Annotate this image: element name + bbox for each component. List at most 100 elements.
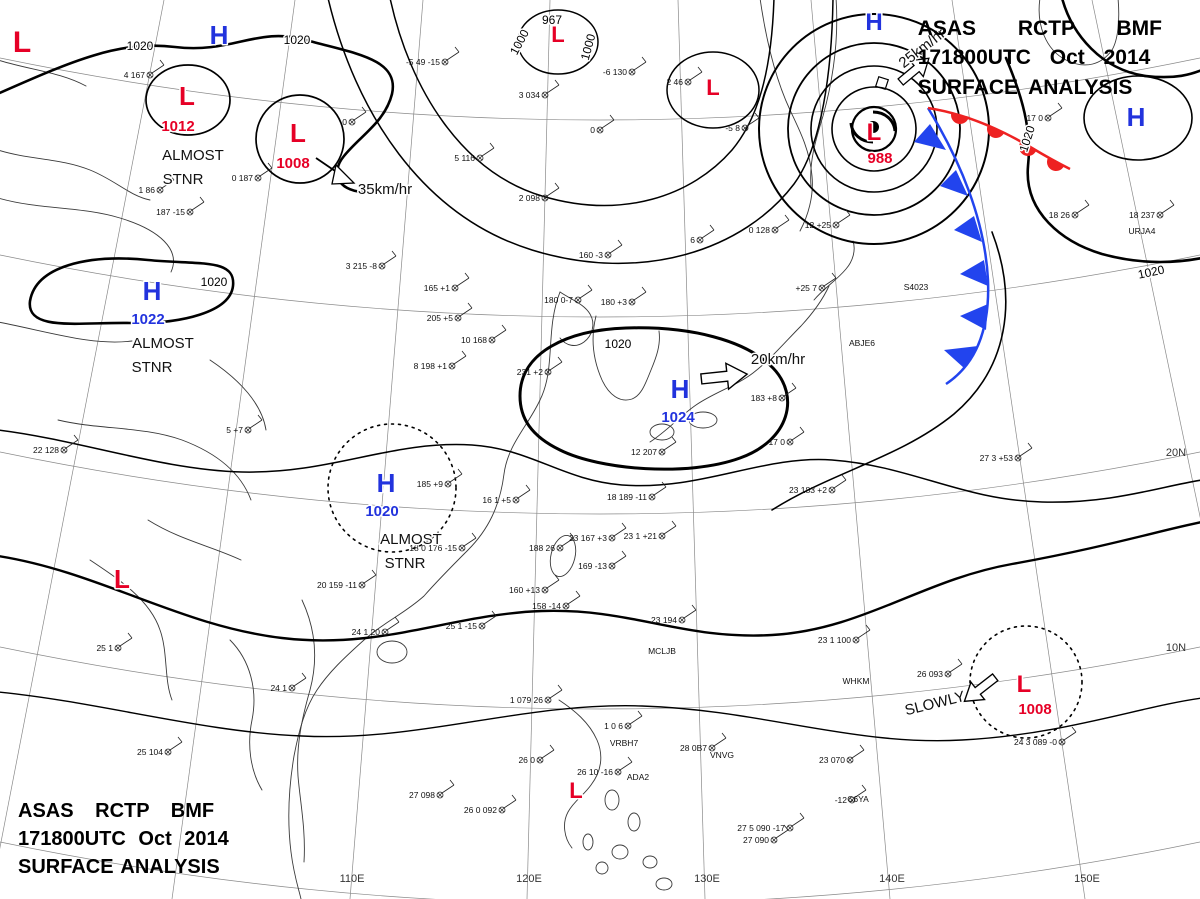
wind-barb-icon bbox=[579, 284, 593, 299]
station-symbol bbox=[658, 448, 666, 456]
pressure-low-symbol: L bbox=[114, 564, 130, 594]
warm-front-semicircle bbox=[951, 113, 969, 124]
station-symbol bbox=[786, 824, 794, 832]
station-weather-icon bbox=[382, 629, 388, 635]
longitude-label: 140E bbox=[879, 873, 905, 885]
wind-barb-icon bbox=[383, 250, 397, 265]
station-symbol bbox=[146, 71, 154, 79]
wind-barb-icon bbox=[1049, 102, 1063, 117]
station-symbol bbox=[458, 544, 466, 552]
wind-barb-icon bbox=[1076, 199, 1090, 214]
station-symbol bbox=[771, 226, 779, 234]
station-symbol bbox=[498, 806, 506, 814]
station-symbol bbox=[164, 748, 172, 756]
pressure-high-symbol: H bbox=[865, 9, 882, 36]
isobar-value-label: 1020 bbox=[605, 337, 632, 351]
wind-barb-icon bbox=[441, 779, 455, 794]
station-data: 23 1 +21 bbox=[624, 531, 658, 541]
station-symbol bbox=[544, 696, 552, 704]
pressure-low-symbol: L bbox=[13, 26, 31, 59]
longitude-label: 120E bbox=[516, 873, 542, 885]
station-weather-icon bbox=[115, 645, 121, 651]
stationary-circle-low-1008 bbox=[969, 625, 1083, 739]
station-symbol bbox=[628, 68, 636, 76]
wind-barb-icon bbox=[629, 710, 643, 725]
station-weather-icon bbox=[157, 187, 163, 193]
station-weather-icon bbox=[499, 807, 505, 813]
station-data: 17 0 bbox=[768, 437, 785, 447]
station-data: 25 1 bbox=[96, 643, 113, 653]
station-weather-icon bbox=[147, 72, 153, 78]
pressure-low-symbol: L bbox=[569, 778, 582, 803]
pressure-low-symbol: L bbox=[290, 118, 306, 148]
longitude-label: 150E bbox=[1074, 873, 1100, 885]
station-data: 12 +25 bbox=[805, 220, 832, 230]
station-weather-icon bbox=[513, 497, 519, 503]
station-symbol bbox=[786, 438, 794, 446]
pressure-high-symbol: H bbox=[377, 468, 396, 498]
station-data: 23 167 +3 bbox=[569, 533, 607, 543]
chart-id: ASAS RCTP BMF bbox=[18, 800, 215, 822]
wind-barb-icon bbox=[746, 112, 760, 127]
station-weather-icon bbox=[187, 209, 193, 215]
stationary-circle-high-1020 bbox=[327, 423, 457, 553]
wind-barb-icon bbox=[823, 272, 837, 287]
chart-datetime: 171800UTC Oct 2014 bbox=[18, 828, 229, 850]
station-weather-icon bbox=[697, 237, 703, 243]
station-data: 1 0 6 bbox=[604, 721, 623, 731]
station-id: ABJE6 bbox=[849, 338, 875, 348]
warm-front bbox=[927, 106, 1071, 171]
station-weather-icon bbox=[659, 449, 665, 455]
isobar-high-1024 bbox=[518, 326, 790, 471]
station-weather-icon bbox=[542, 92, 548, 98]
station-symbol bbox=[604, 251, 612, 259]
longitude-label: 130E bbox=[694, 873, 720, 885]
wind-barb-icon bbox=[791, 426, 805, 441]
station-data: +25 7 bbox=[795, 283, 817, 293]
station-symbol bbox=[358, 581, 366, 589]
isobar-low-1008-nw bbox=[255, 94, 345, 184]
station-symbol bbox=[608, 562, 616, 570]
station-weather-icon bbox=[477, 155, 483, 161]
isobar-1020-topright-b bbox=[1061, 0, 1200, 79]
station-weather-icon bbox=[459, 545, 465, 551]
station-weather-icon bbox=[829, 487, 835, 493]
isobar-south-thin bbox=[0, 691, 1200, 742]
station-data: 180 +3 bbox=[601, 297, 628, 307]
cold-front-triangle bbox=[960, 260, 988, 286]
station-symbol bbox=[658, 532, 666, 540]
cold-front-triangle bbox=[960, 304, 988, 330]
warm-front-semicircle bbox=[1019, 142, 1036, 156]
station-symbol bbox=[488, 336, 496, 344]
movement-label: 35km/hr bbox=[358, 181, 412, 198]
station-weather-icon bbox=[629, 299, 635, 305]
wind-barb-icon bbox=[463, 532, 477, 547]
station-weather-icon bbox=[61, 447, 67, 453]
latitude-label: 20N bbox=[1166, 447, 1186, 459]
wind-barb-icon bbox=[363, 569, 377, 584]
wind-barb-icon bbox=[783, 382, 797, 397]
station-data: 160 +13 bbox=[509, 585, 540, 595]
station-symbol bbox=[114, 644, 122, 652]
station-symbol bbox=[544, 368, 552, 376]
latitude-label: 10N bbox=[1166, 642, 1186, 654]
station-data: -12 bbox=[835, 795, 848, 805]
isobars bbox=[0, 0, 1200, 742]
pressure-high-symbol: H bbox=[210, 20, 229, 50]
wind-barb-icon bbox=[386, 616, 400, 631]
wind-barb-icon bbox=[483, 610, 497, 625]
station-data: 0 187 bbox=[232, 173, 254, 183]
station-data: 158 -14 bbox=[532, 601, 561, 611]
typhoon-ring-4 bbox=[787, 42, 961, 216]
typhoon-ring-3 bbox=[810, 65, 938, 193]
station-weather-icon bbox=[853, 637, 859, 643]
station-data: 23 070 bbox=[819, 755, 845, 765]
station-weather-icon bbox=[1157, 212, 1163, 218]
wind-barb-icon bbox=[713, 732, 727, 747]
station-data: 165 +1 bbox=[424, 283, 451, 293]
wind-barb-icon bbox=[119, 632, 133, 647]
station-weather-icon bbox=[165, 749, 171, 755]
wind-barb-icon bbox=[775, 824, 789, 839]
